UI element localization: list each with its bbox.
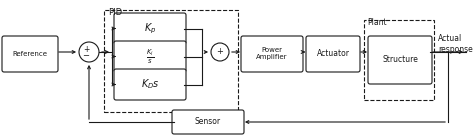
Text: +: +: [217, 47, 223, 56]
Text: $\frac{K_i}{s}$: $\frac{K_i}{s}$: [146, 47, 154, 66]
FancyBboxPatch shape: [114, 69, 186, 100]
Text: Power
Amplifier: Power Amplifier: [256, 47, 288, 60]
Text: Actual
response: Actual response: [438, 34, 473, 54]
FancyBboxPatch shape: [2, 36, 58, 72]
Text: $K_p$: $K_p$: [144, 21, 156, 36]
Text: Actuator: Actuator: [317, 50, 349, 59]
FancyBboxPatch shape: [172, 110, 244, 134]
Text: Structure: Structure: [382, 55, 418, 64]
Text: +: +: [83, 44, 89, 54]
Text: Sensor: Sensor: [195, 117, 221, 127]
Text: Reference: Reference: [12, 51, 47, 57]
FancyBboxPatch shape: [306, 36, 360, 72]
Bar: [364, 20, 434, 100]
Bar: [104, 10, 238, 112]
FancyBboxPatch shape: [114, 41, 186, 72]
FancyBboxPatch shape: [114, 13, 186, 44]
Text: PID: PID: [108, 8, 122, 17]
Text: −: −: [82, 51, 90, 60]
FancyBboxPatch shape: [241, 36, 303, 72]
FancyBboxPatch shape: [368, 36, 432, 84]
Text: $K_D s$: $K_D s$: [141, 78, 159, 91]
Text: Plant: Plant: [367, 18, 387, 27]
